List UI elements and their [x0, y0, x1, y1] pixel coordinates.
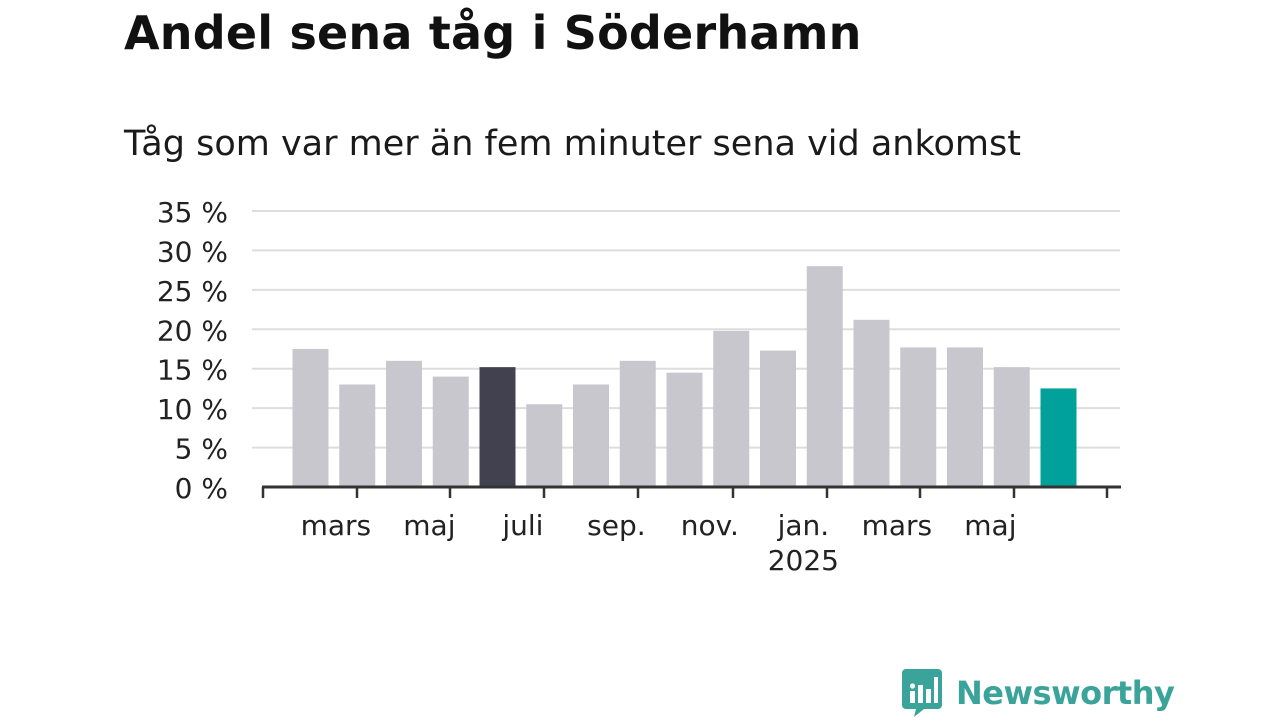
bar — [666, 372, 703, 487]
y-tick-label: 25 % — [157, 275, 228, 308]
x-tick-label: mars — [301, 509, 372, 542]
bar — [526, 404, 563, 487]
bar — [853, 319, 890, 487]
bar — [1040, 388, 1077, 487]
bar — [386, 360, 422, 487]
bar — [806, 266, 843, 487]
bar — [760, 350, 796, 487]
y-tick-label: 30 % — [157, 235, 228, 268]
bar — [339, 384, 376, 487]
bar — [432, 376, 469, 487]
x-tick-label: maj — [964, 509, 1016, 542]
bar — [947, 347, 983, 487]
x-tick-label: maj — [403, 509, 455, 542]
y-tick-label: 15 % — [157, 354, 228, 387]
y-tick-label: 20 % — [157, 314, 228, 347]
bar — [479, 367, 516, 487]
y-tick-label: 0 % — [175, 472, 228, 505]
x-tick-label: nov. — [681, 509, 739, 542]
bar — [993, 367, 1030, 487]
y-tick-label: 5 % — [175, 433, 228, 466]
brand-name: Newsworthy — [956, 674, 1175, 712]
bar — [619, 360, 656, 487]
chart-title: Andel sena tåg i Söderhamn — [124, 6, 862, 60]
bar — [292, 349, 329, 487]
y-tick-label: 35 % — [157, 196, 228, 229]
chart-subtitle: Tåg som var mer än fem minuter sena vid … — [124, 124, 1021, 164]
x-tick-label: juli — [501, 509, 543, 542]
bar-chart-logo-icon — [902, 669, 942, 717]
newsworthy-logo: Newsworthy — [902, 669, 1175, 717]
y-tick-label: 10 % — [157, 393, 228, 426]
bar — [900, 347, 937, 487]
x-tick-label: sep. — [587, 509, 646, 542]
x-tick-label: mars — [862, 509, 933, 542]
x-tick-year-label: 2025 — [768, 544, 839, 577]
bar — [713, 330, 750, 487]
bar — [573, 384, 609, 487]
x-tick-label: jan. — [777, 509, 830, 542]
